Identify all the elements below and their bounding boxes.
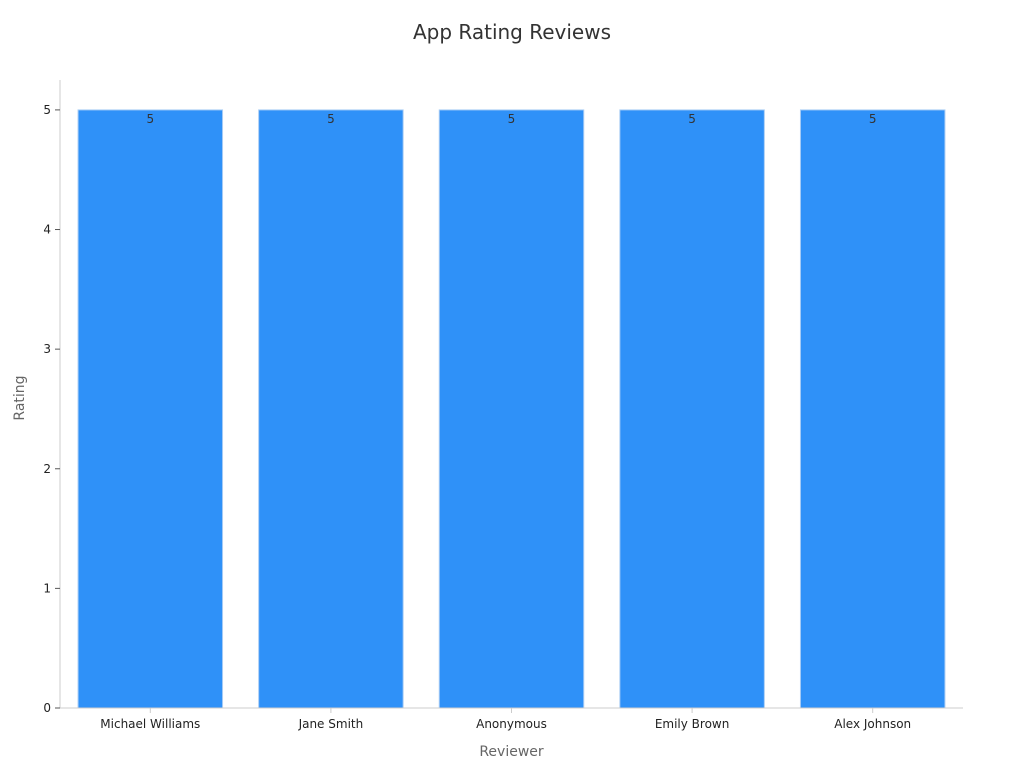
y-tick-label-1: 1	[43, 581, 51, 595]
x-ticks: Michael Williams Jane Smith Anonymous Emily…	[100, 708, 911, 731]
x-axis-title: Reviewer	[479, 744, 544, 760]
x-tick-label-0: Michael Williams	[100, 717, 200, 731]
x-tick-label-1: Jane Smith	[298, 717, 364, 731]
data-label-0: 5	[146, 112, 154, 126]
bar-2	[438, 109, 585, 709]
data-label-2: 5	[508, 112, 516, 126]
data-labels: 5 5 5 5 5	[146, 112, 876, 126]
y-tick-label-4: 4	[43, 223, 51, 237]
bar-3	[619, 109, 765, 709]
y-ticks: 0 1 2 3 4 5	[43, 103, 60, 715]
bar-0	[77, 109, 224, 709]
data-label-3: 5	[688, 112, 696, 126]
x-tick-label-4: Alex Johnson	[834, 717, 911, 731]
bar-1	[258, 109, 404, 709]
y-tick-label-2: 2	[43, 462, 51, 476]
x-tick-label-3: Emily Brown	[655, 717, 730, 731]
bar-4	[799, 109, 946, 709]
y-axis-title: Rating	[12, 375, 28, 420]
chart-title: App Rating Reviews	[412, 20, 612, 44]
y-tick-label-5: 5	[43, 103, 51, 117]
data-label-1: 5	[327, 112, 335, 126]
x-tick-label-2: Anonymous	[476, 717, 547, 731]
y-tick-label-0: 0	[43, 701, 51, 715]
data-label-4: 5	[869, 112, 877, 126]
y-tick-label-3: 3	[43, 342, 51, 356]
bars-layer	[77, 109, 946, 709]
